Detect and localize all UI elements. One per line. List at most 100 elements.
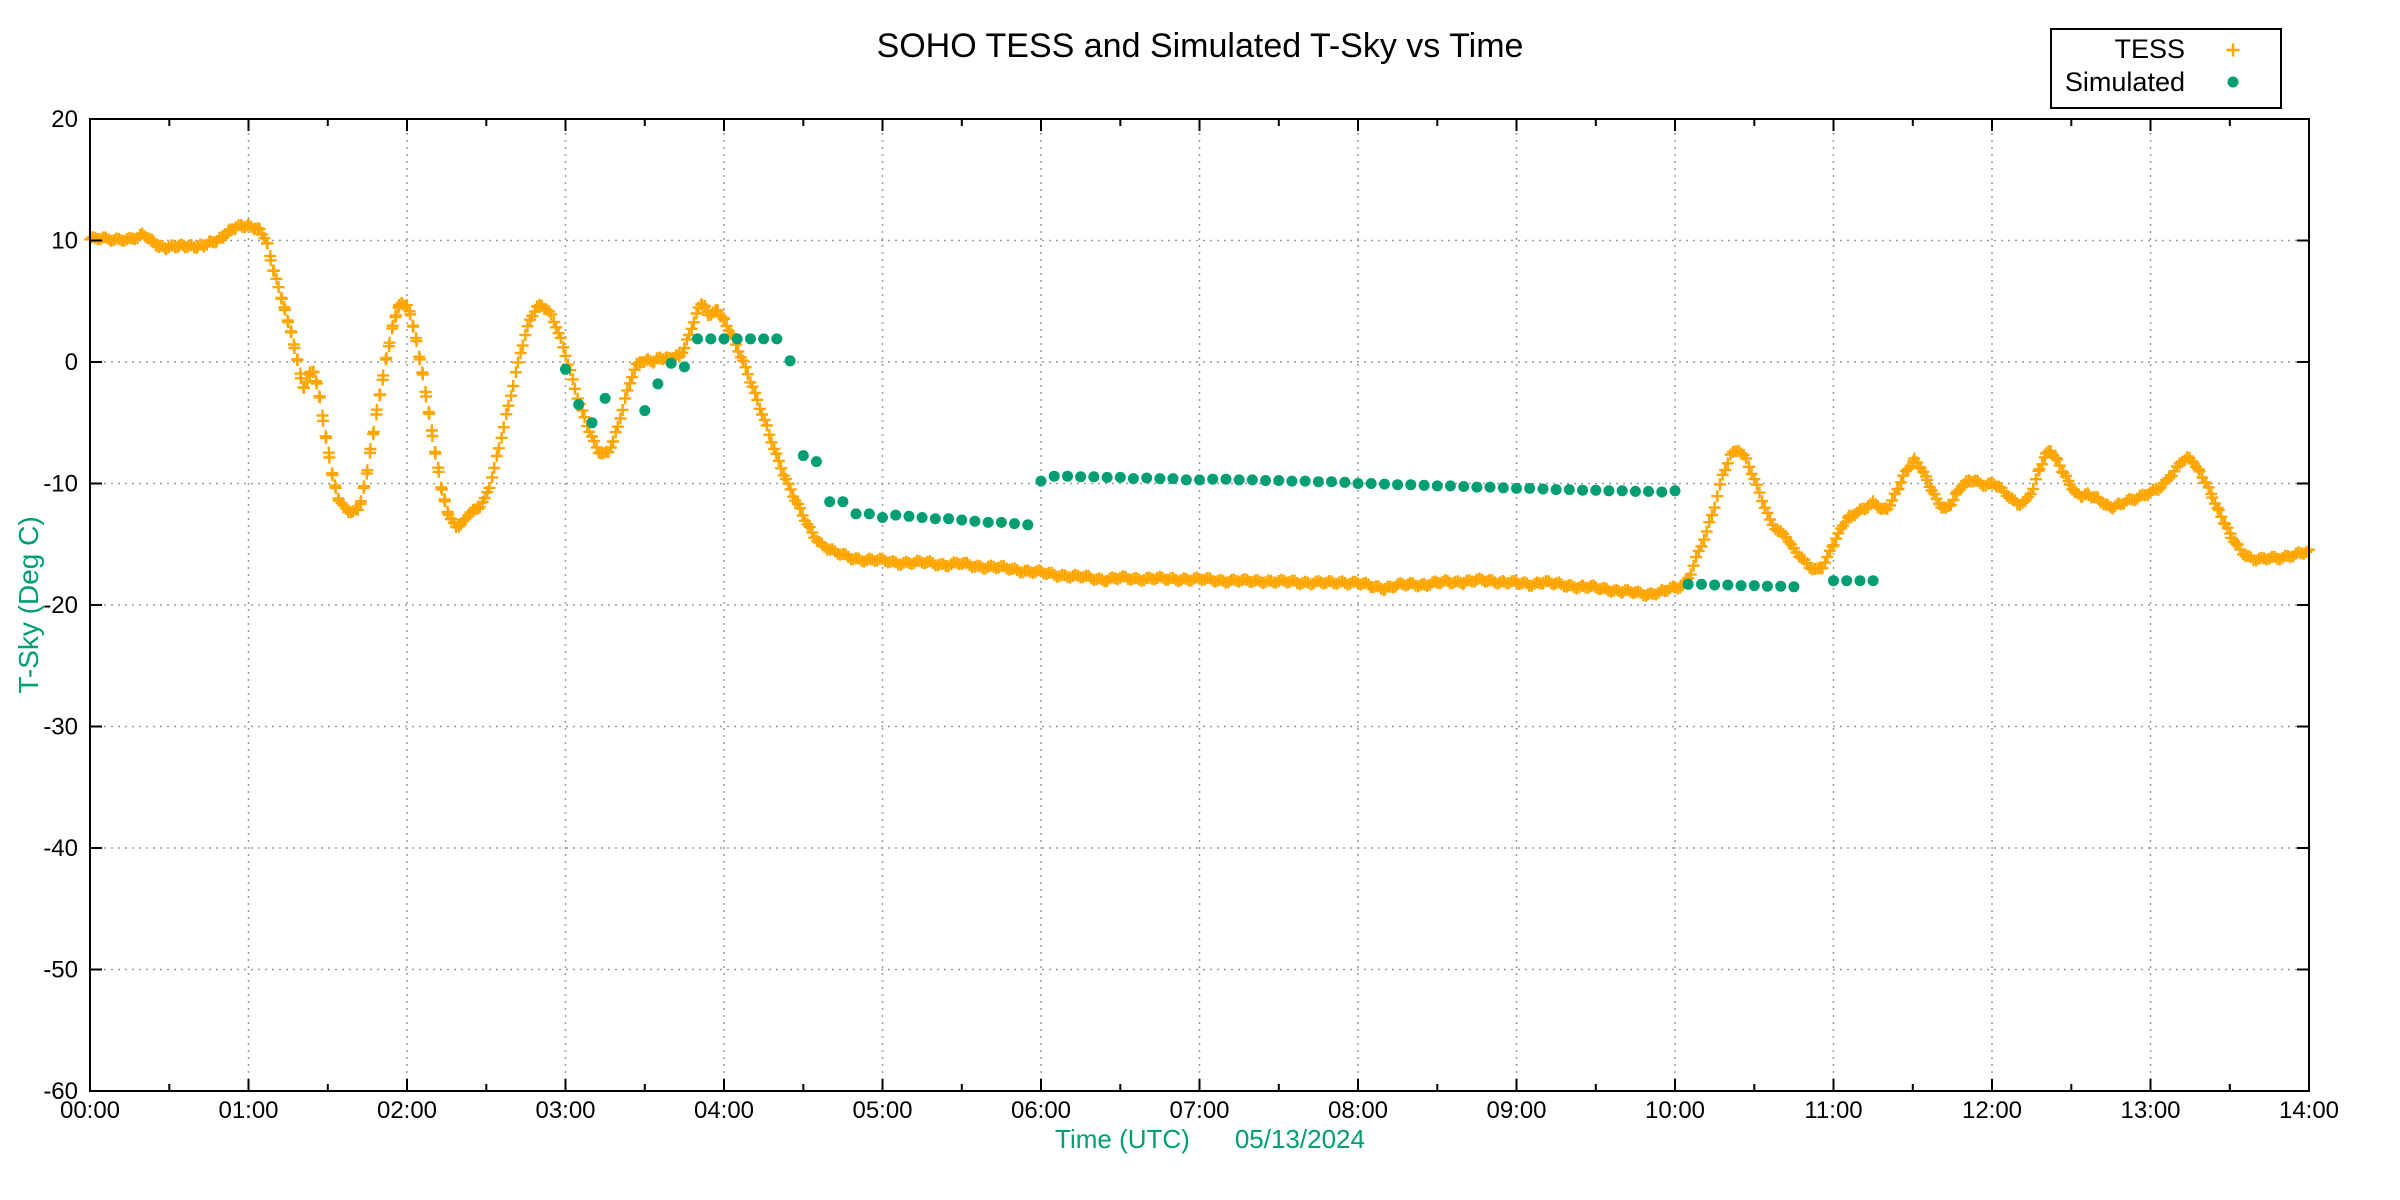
simulated-data-point xyxy=(1669,485,1681,497)
simulated-data-point xyxy=(1577,484,1589,496)
simulated-data-point xyxy=(1009,518,1020,530)
tess-series xyxy=(84,218,2315,602)
simulated-data-point xyxy=(1828,575,1839,587)
simulated-data-point xyxy=(1471,481,1483,493)
legend-label-simulated: Simulated xyxy=(2065,67,2185,97)
simulated-data-point xyxy=(1563,484,1575,496)
x-axis-label-date: 05/13/2024 xyxy=(1235,1124,1365,1154)
simulated-data-point xyxy=(599,392,611,404)
x-tick-label: 06:00 xyxy=(1011,1097,1071,1124)
simulated-data-point xyxy=(969,515,981,527)
simulated-data-point xyxy=(731,333,743,345)
simulated-data-point xyxy=(1312,476,1324,488)
simulated-data-point xyxy=(1352,478,1364,489)
simulated-data-point xyxy=(1207,473,1219,485)
simulated-data-point xyxy=(837,496,849,508)
simulated-data-point xyxy=(890,509,902,521)
simulated-data-point xyxy=(1194,474,1205,486)
simulated-data-point xyxy=(1273,475,1285,486)
y-tick-label: 0 xyxy=(65,349,78,376)
simulated-data-point xyxy=(1550,484,1562,496)
simulated-data-point xyxy=(1709,579,1721,591)
simulated-data-point xyxy=(1854,575,1866,587)
simulated-data-point xyxy=(1233,474,1245,486)
y-tick-labels: 20 10 0 -10 -20 -30 -40 -50 -60 xyxy=(43,106,78,1105)
y-tick-label: -60 xyxy=(43,1078,78,1105)
simulated-data-point xyxy=(1603,485,1615,497)
simulated-data-point xyxy=(745,333,756,345)
simulated-data-point xyxy=(1220,473,1232,485)
x-axis-label: Time (UTC) 05/13/2024 xyxy=(1055,1124,1365,1154)
simulated-data-point xyxy=(705,333,717,345)
y-tick-label: 10 xyxy=(51,228,78,255)
simulated-data-point xyxy=(1088,471,1100,483)
simulated-series xyxy=(560,333,1879,593)
simulated-data-point xyxy=(652,378,664,390)
x-tick-label: 14:00 xyxy=(2279,1097,2339,1124)
simulated-data-point xyxy=(665,357,677,369)
simulated-data-point xyxy=(1696,578,1707,590)
y-tick-label: -10 xyxy=(43,471,78,498)
y-axis-label: T-Sky (Deg C) xyxy=(13,516,44,693)
x-tick-label: 12:00 xyxy=(1962,1097,2022,1124)
simulated-data-point xyxy=(718,333,730,345)
x-tick-label: 00:00 xyxy=(60,1097,120,1124)
simulated-data-point xyxy=(982,516,994,528)
legend-simulated-dot-icon xyxy=(2227,76,2239,88)
y-tick-label: -40 xyxy=(43,835,78,862)
simulated-data-point xyxy=(903,510,915,522)
simulated-data-point xyxy=(995,516,1007,528)
tess-data-points xyxy=(84,218,2315,602)
x-axis-label-text: Time (UTC) xyxy=(1055,1124,1190,1154)
simulated-data-point xyxy=(1722,579,1734,591)
simulated-data-point xyxy=(916,512,928,523)
simulated-data-point xyxy=(1048,470,1060,482)
simulated-data-point xyxy=(1590,484,1602,496)
simulated-data-point xyxy=(1511,482,1522,494)
x-tick-label: 01:00 xyxy=(218,1097,278,1124)
simulated-data-point xyxy=(1788,581,1800,593)
simulated-data-point xyxy=(1431,480,1443,492)
simulated-data-point xyxy=(1167,473,1179,485)
simulated-data-point xyxy=(1537,483,1549,495)
legend: TESS Simulated xyxy=(2050,28,2282,109)
simulated-data-point xyxy=(586,417,598,429)
simulated-data-point xyxy=(1841,575,1853,587)
simulated-data-point xyxy=(1775,580,1787,592)
y-tick-label: -50 xyxy=(43,957,78,984)
simulated-data-point xyxy=(771,333,783,345)
simulated-data-point xyxy=(1114,471,1126,483)
simulated-data-point xyxy=(863,508,875,520)
simulated-data-point xyxy=(1682,578,1694,590)
simulated-data-point xyxy=(1154,473,1166,485)
x-tick-label: 13:00 xyxy=(2120,1097,2180,1124)
simulated-data-point xyxy=(1365,478,1377,489)
simulated-data-point xyxy=(824,496,836,508)
simulated-data-point xyxy=(1180,474,1192,486)
simulated-data-point xyxy=(758,333,770,345)
simulated-data-point xyxy=(1735,580,1747,592)
x-tick-label: 10:00 xyxy=(1645,1097,1705,1124)
simulated-data-point xyxy=(1141,472,1153,484)
x-tick-labels: 00:00 01:00 02:00 03:00 04:00 05:00 06:00 07:00… xyxy=(60,1097,2339,1124)
x-tick-label: 09:00 xyxy=(1486,1097,1546,1124)
simulated-data-point xyxy=(850,508,862,520)
simulated-data-point xyxy=(678,361,690,373)
simulated-data-point xyxy=(573,399,585,410)
simulated-data-point xyxy=(1524,482,1536,494)
chart-title: SOHO TESS and Simulated T-Sky vs Time xyxy=(877,27,1524,65)
simulated-data-point xyxy=(929,513,941,525)
simulated-data-point xyxy=(1379,478,1390,490)
legend-tess-plus-icon xyxy=(2226,43,2240,57)
x-tick-label: 05:00 xyxy=(852,1097,912,1124)
simulated-data-point xyxy=(1260,475,1272,486)
simulated-data-point xyxy=(1101,471,1113,483)
tick-marks xyxy=(89,118,2310,1092)
simulated-data-point xyxy=(1127,473,1139,485)
gridlines xyxy=(90,119,2309,1091)
y-tick-label: -30 xyxy=(43,714,78,741)
x-tick-label: 07:00 xyxy=(1169,1097,1229,1124)
simulated-data-point xyxy=(1629,485,1641,497)
